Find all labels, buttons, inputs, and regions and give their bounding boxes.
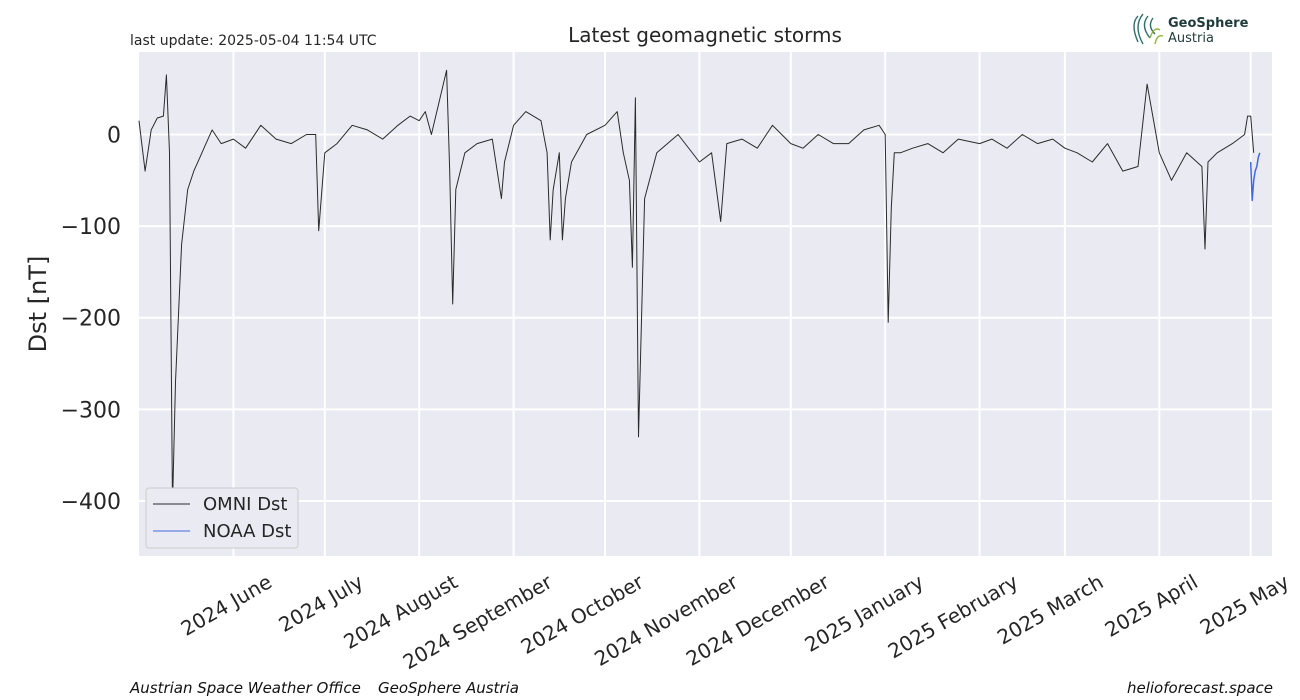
x-tick-label: 2025 May <box>1196 569 1294 639</box>
y-tick-label: 0 <box>107 123 121 148</box>
chart-title: Latest geomagnetic storms <box>568 23 842 47</box>
grid <box>139 52 1272 556</box>
footer-site: helioforecast.space <box>1127 679 1273 697</box>
geosphere-logo-icon <box>1133 13 1164 45</box>
legend-omni-label: OMNI Dst <box>203 494 288 515</box>
footer-geosphere: GeoSphere Austria <box>378 679 519 697</box>
logo-text-geosphere: GeoSphere <box>1168 16 1249 31</box>
legend-box <box>145 487 299 549</box>
legend-noaa-label: NOAA Dst <box>203 521 291 542</box>
last-update-text: last update: 2025-05-04 11:54 UTC <box>130 33 377 49</box>
noaa-dst-line <box>1249 152 1261 202</box>
legend: OMNI Dst NOAA Dst <box>145 487 299 549</box>
x-tick-label: 2024 June <box>177 570 276 641</box>
x-tick-label: 2025 April <box>1101 570 1202 642</box>
y-tick-label: −400 <box>61 490 121 515</box>
y-tick-label: −200 <box>61 307 121 332</box>
logo-text-austria: Austria <box>1168 31 1214 46</box>
y-axis: 0 −100 −200 −300 −400 <box>61 123 121 515</box>
y-tick-label: −100 <box>61 215 121 240</box>
y-tick-label: −300 <box>61 398 121 423</box>
geosphere-logo: GeoSphere Austria <box>1133 13 1249 46</box>
omni-dst-line <box>138 69 1255 507</box>
footer-office: Austrian Space Weather Office <box>129 679 361 697</box>
plot-background <box>139 52 1272 556</box>
series-group <box>138 69 1261 507</box>
y-axis-label: Dst [nT] <box>24 256 52 353</box>
